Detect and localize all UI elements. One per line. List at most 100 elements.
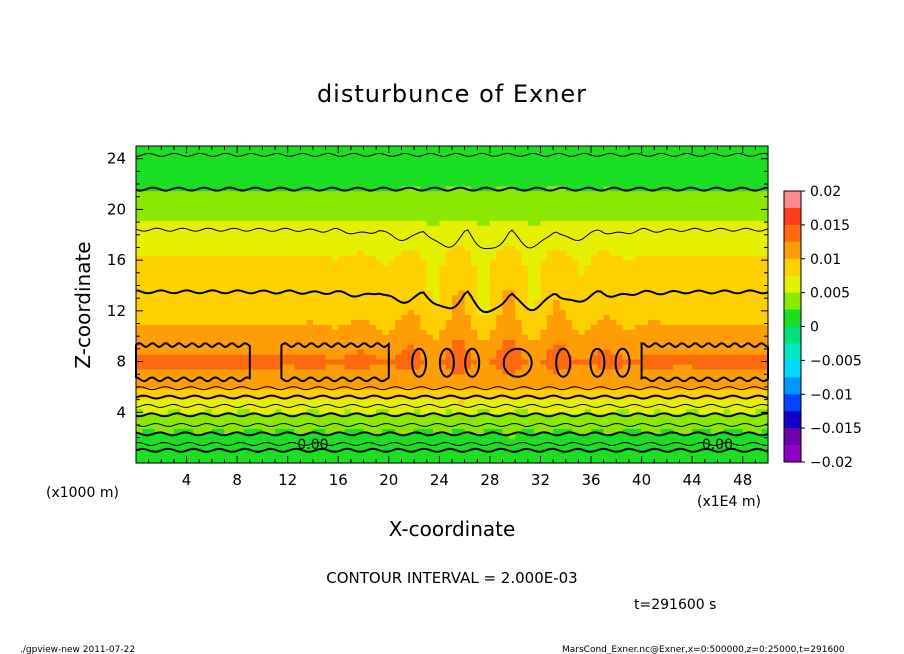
contour-cell bbox=[395, 388, 403, 395]
contour-cell bbox=[401, 230, 409, 236]
contour-cell bbox=[515, 383, 523, 390]
contour-cell bbox=[534, 284, 542, 291]
contour-cell bbox=[515, 458, 523, 464]
contour-cell bbox=[685, 230, 693, 236]
contour-cell bbox=[199, 324, 207, 330]
contour-cell bbox=[376, 235, 384, 241]
contour-cell bbox=[597, 294, 605, 301]
contour-cell bbox=[666, 230, 674, 236]
contour-cell bbox=[591, 319, 598, 325]
contour-cell bbox=[148, 319, 156, 325]
contour-cell bbox=[647, 254, 655, 261]
contour-cell bbox=[452, 215, 459, 221]
contour-cell bbox=[142, 269, 150, 276]
contour-cell bbox=[761, 299, 769, 306]
contour-cell bbox=[654, 373, 662, 380]
contour-cell bbox=[338, 354, 346, 360]
contour-cell bbox=[591, 388, 598, 395]
contour-cell bbox=[723, 373, 731, 380]
contour-cell bbox=[306, 235, 314, 241]
contour-cell bbox=[610, 264, 617, 271]
contour-cell bbox=[148, 250, 156, 256]
contour-cell bbox=[717, 398, 725, 405]
contour-cell bbox=[167, 383, 175, 390]
contour-cell bbox=[262, 319, 270, 325]
contour-cell bbox=[369, 324, 377, 330]
contour-cell bbox=[483, 354, 491, 360]
contour-cell bbox=[749, 324, 756, 330]
contour-cell bbox=[704, 354, 712, 360]
contour-cell bbox=[673, 309, 681, 315]
contour-cell bbox=[199, 220, 207, 226]
contour-cell bbox=[407, 309, 415, 315]
contour-cell bbox=[249, 254, 257, 261]
contour-cell bbox=[401, 225, 409, 231]
contour-cell bbox=[142, 398, 150, 405]
contour-cell bbox=[755, 339, 763, 345]
contour-cell bbox=[148, 413, 156, 420]
contour-cell bbox=[527, 225, 535, 231]
contour-cell bbox=[559, 438, 567, 444]
contour-cell bbox=[325, 398, 333, 405]
contour-cell bbox=[673, 254, 681, 261]
contour-cell bbox=[692, 398, 700, 405]
contour-cell bbox=[723, 225, 731, 231]
contour-cell bbox=[268, 433, 276, 439]
contour-cell bbox=[508, 230, 516, 236]
contour-cell bbox=[154, 215, 162, 221]
contour-cell bbox=[401, 428, 409, 434]
contour-cell bbox=[711, 398, 719, 405]
contour-cell bbox=[635, 418, 643, 424]
contour-cell bbox=[414, 250, 421, 256]
contour-cell bbox=[426, 215, 434, 221]
contour-cell bbox=[230, 254, 238, 261]
contour-cell bbox=[230, 215, 238, 221]
contour-cell bbox=[597, 329, 605, 335]
contour-cell bbox=[698, 398, 706, 405]
contour-cell bbox=[692, 254, 700, 261]
contour-cell bbox=[192, 324, 200, 330]
contour-cell bbox=[445, 289, 453, 296]
contour-cell bbox=[439, 438, 447, 444]
contour-cell bbox=[458, 349, 466, 355]
contour-cell bbox=[502, 349, 510, 355]
contour-cell bbox=[256, 373, 263, 380]
contour-cell bbox=[749, 448, 756, 454]
contour-cell bbox=[331, 373, 339, 380]
contour-cell bbox=[281, 418, 289, 424]
contour-cell bbox=[546, 349, 554, 355]
contour-cell bbox=[749, 458, 756, 464]
contour-cell bbox=[464, 304, 472, 311]
contour-cell bbox=[723, 254, 731, 261]
contour-cell bbox=[584, 433, 592, 439]
contour-cell bbox=[565, 299, 573, 306]
contour-cell bbox=[205, 329, 213, 335]
contour-cell bbox=[546, 284, 554, 291]
contour-cell bbox=[464, 259, 472, 266]
contour-cell bbox=[685, 319, 693, 325]
contour-cell bbox=[489, 215, 497, 221]
contour-cell bbox=[382, 329, 390, 335]
contour-cell bbox=[534, 423, 542, 429]
contour-cell bbox=[136, 314, 143, 320]
contour-cell bbox=[439, 245, 447, 251]
contour-cell bbox=[647, 279, 655, 286]
contour-cell bbox=[489, 383, 497, 390]
contour-cell bbox=[363, 264, 371, 271]
contour-cell bbox=[502, 279, 510, 286]
contour-cell bbox=[382, 368, 390, 375]
contour-cell bbox=[736, 388, 744, 395]
contour-cell bbox=[401, 443, 409, 449]
contour-cell bbox=[249, 250, 257, 256]
contour-cell bbox=[237, 339, 245, 345]
contour-cell bbox=[445, 344, 453, 350]
contour-cell bbox=[489, 373, 497, 380]
contour-cell bbox=[597, 279, 605, 286]
contour-cell bbox=[262, 324, 270, 330]
contour-cell bbox=[508, 245, 516, 251]
contour-cell bbox=[382, 294, 390, 301]
contour-cell bbox=[742, 393, 750, 400]
contour-cell bbox=[565, 264, 573, 271]
contour-cell bbox=[470, 453, 478, 459]
contour-cell bbox=[136, 304, 143, 311]
